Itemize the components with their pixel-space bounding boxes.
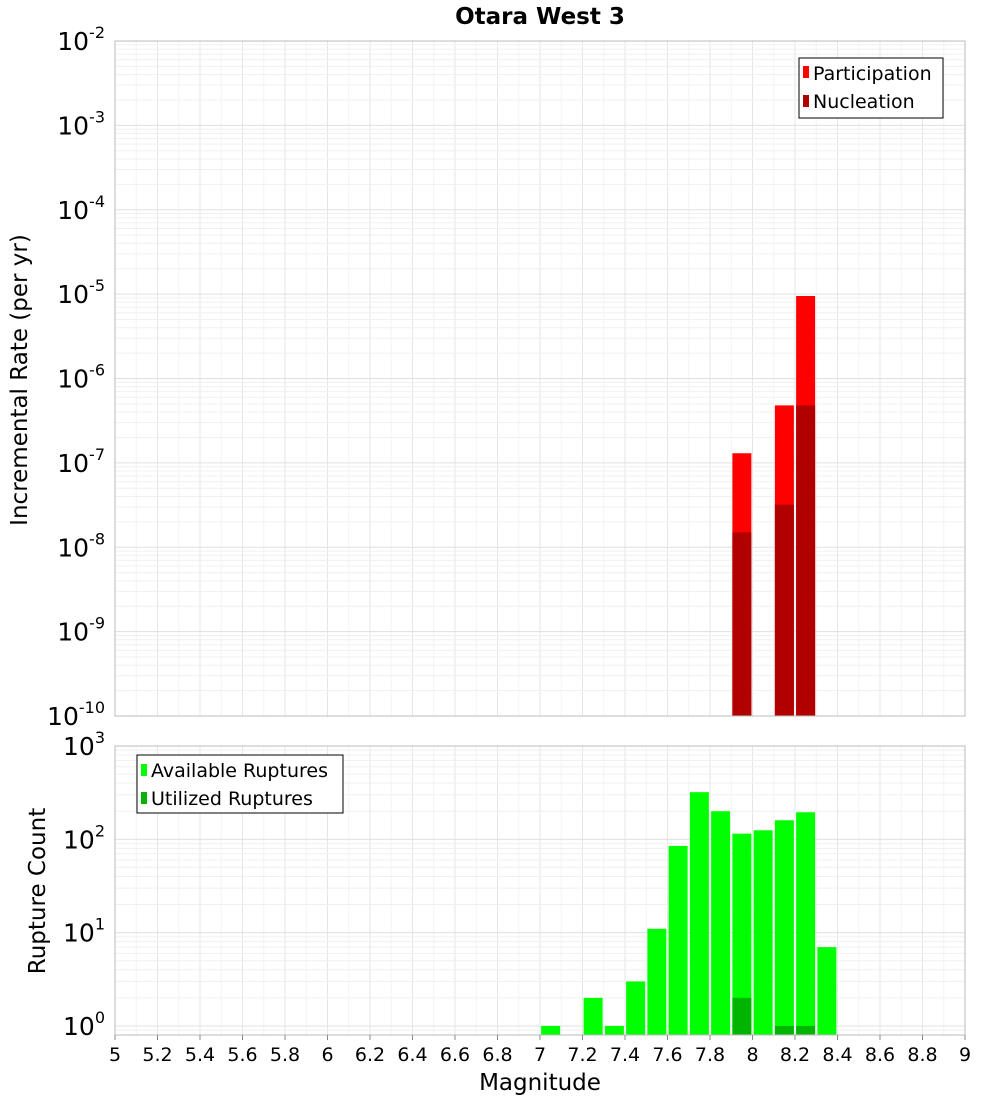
x-tick-label: 6 [321,1044,333,1066]
bottom-bars [541,792,837,1035]
x-tick-label: 8.4 [822,1044,852,1066]
available-ruptures-bar [626,981,646,1035]
x-tick-label: 5 [109,1044,121,1066]
nucleation-bar [732,532,752,716]
utilized-ruptures-bar [774,1025,794,1035]
legend-label-nucleation: Nucleation [813,91,915,113]
x-tick-label: 5.2 [142,1044,172,1066]
available-ruptures-bar [732,833,752,1035]
top-grid [114,41,966,717]
x-tick-label: 7 [534,1044,546,1066]
legend-swatch-nucleation [803,95,809,107]
top-legend-box [798,57,944,119]
x-tick-label: 6.2 [355,1044,385,1066]
available-ruptures-bar [541,1025,561,1035]
y-tick-label: 10-2 [57,23,105,56]
x-tick-label: 6.4 [397,1044,427,1066]
x-tick-label: 8.8 [907,1044,937,1066]
x-tick-label: 5.6 [227,1044,257,1066]
legend-label-participation: Participation [813,63,932,85]
top-plot-frame [114,40,966,717]
y-tick-label: 10-6 [57,361,105,394]
x-tick-label: 5.8 [270,1044,300,1066]
y-tick-label: 10-3 [57,107,105,140]
available-ruptures-bar [668,845,688,1035]
x-tick-label: 7.6 [652,1044,682,1066]
y-tick-label: 100 [63,1008,105,1041]
available-ruptures-bar [689,792,709,1035]
y-tick-label: 10-9 [57,614,105,647]
top-panel: 10-10 10-9 10-8 10-7 10-6 10-5 10-4 10-3 10-2 In… [7,23,966,731]
x-tick-label: 8.2 [780,1044,810,1066]
x-tick-label: 7.2 [567,1044,597,1066]
y-tick-label: 102 [63,821,105,854]
bottom-y-ticks: 100 101 102 103 [63,728,105,1041]
y-tick-label: 10-7 [57,445,105,478]
x-tick-label: 6.8 [482,1044,512,1066]
available-ruptures-bar [796,812,816,1035]
y-tick-label: 10-10 [47,698,105,731]
legend-label-utilized: Utilized Ruptures [151,788,313,810]
legend-swatch-available [141,764,147,776]
x-tick-label: 9 [959,1044,971,1066]
y-tick-label: 101 [63,915,105,948]
available-ruptures-bar [711,811,731,1035]
y-tick-label: 10-4 [57,192,105,225]
available-ruptures-bar [774,820,794,1035]
available-ruptures-bar [647,928,667,1035]
x-tick-label: 8.6 [865,1044,895,1066]
legend-swatch-utilized [141,792,147,804]
x-tick-label: 7.8 [695,1044,725,1066]
y-tick-label: 10-5 [57,276,105,309]
x-tick-label: 8 [746,1044,758,1066]
nucleation-bar [796,405,816,716]
legend-swatch-participation [803,66,809,78]
x-tick-label: 6.6 [440,1044,470,1066]
x-axis-label: Magnitude [479,1070,601,1096]
x-ticks: 5 5.2 5.4 5.6 5.8 6 6.2 6.4 6.6 6.8 7 7.2 7.4 7.6 7.8 8… [109,1035,971,1066]
utilized-ruptures-bar [732,997,752,1035]
x-tick-label: 7.4 [610,1044,640,1066]
bottom-legend-box [136,754,344,814]
bottom-panel: 100 101 102 103 5 5.2 5.4 5.6 5.8 6 6.2 6.4 6.6 6.8 7… [25,728,971,1096]
y-tick-label: 10-8 [57,529,105,562]
bottom-legend: Available Ruptures Utilized Ruptures [136,754,344,814]
chart-title: Otara West 3 [455,4,625,30]
x-tick-label: 5.4 [185,1044,215,1066]
utilized-ruptures-bar [796,1025,816,1035]
top-bars [732,296,816,716]
available-ruptures-bar [753,830,773,1035]
top-y-ticks: 10-10 10-9 10-8 10-7 10-6 10-5 10-4 10-3 10-2 [47,23,105,731]
available-ruptures-bar [817,947,837,1035]
legend-label-available: Available Ruptures [151,760,328,782]
nucleation-bar [774,504,794,716]
available-ruptures-bar [583,997,603,1035]
bottom-y-axis-label: Rupture Count [25,808,51,974]
top-legend: Participation Nucleation [798,57,944,119]
available-ruptures-bar [604,1025,624,1035]
y-tick-label: 103 [63,728,105,761]
top-y-axis-label: Incremental Rate (per yr) [7,234,33,526]
